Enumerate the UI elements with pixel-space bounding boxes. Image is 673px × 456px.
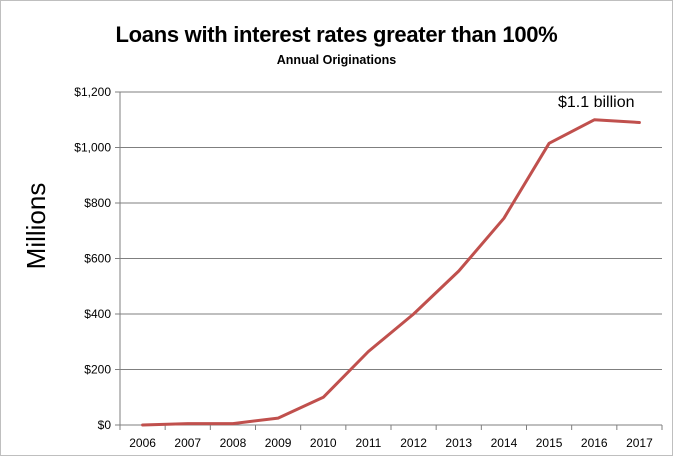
x-tick-label: 2009 [265,436,292,450]
chart-title: Loans with interest rates greater than 1… [115,22,558,47]
x-tick-label: 2015 [536,436,563,450]
x-tick-label: 2012 [400,436,427,450]
axes [115,91,663,430]
x-tick-label: 2014 [491,436,518,450]
peak-annotation: $1.1 billion [558,94,635,111]
x-tick-label: 2017 [626,436,653,450]
x-tick-labels: 2006 2007 2008 2009 2010 2011 2012 2013 2014 2015… [129,436,653,450]
y-tick-label: $600 [84,252,111,266]
y-axis-label: Millions [21,183,51,270]
x-tick-label: 2008 [220,436,247,450]
y-tick-label: $1,200 [74,85,111,99]
x-tick-label: 2010 [310,436,337,450]
gridlines [120,91,662,370]
y-tick-label: $0 [98,418,112,432]
y-tick-label: $1,000 [74,141,111,155]
x-tick-label: 2013 [445,436,472,450]
x-tick-label: 2006 [129,436,156,450]
series-line [141,118,641,427]
x-tick-label: 2007 [174,436,201,450]
x-tick-label: 2016 [581,436,608,450]
chart-subtitle: Annual Originations [276,53,397,67]
y-tick-label: $400 [84,307,111,321]
y-tick-labels: $0 $200 $400 $600 $800 $1,000 $1,200 [74,85,111,432]
y-tick-label: $200 [84,363,111,377]
x-tick-label: 2011 [356,436,382,450]
series-layer [141,118,641,427]
y-tick-label: $800 [84,196,111,210]
